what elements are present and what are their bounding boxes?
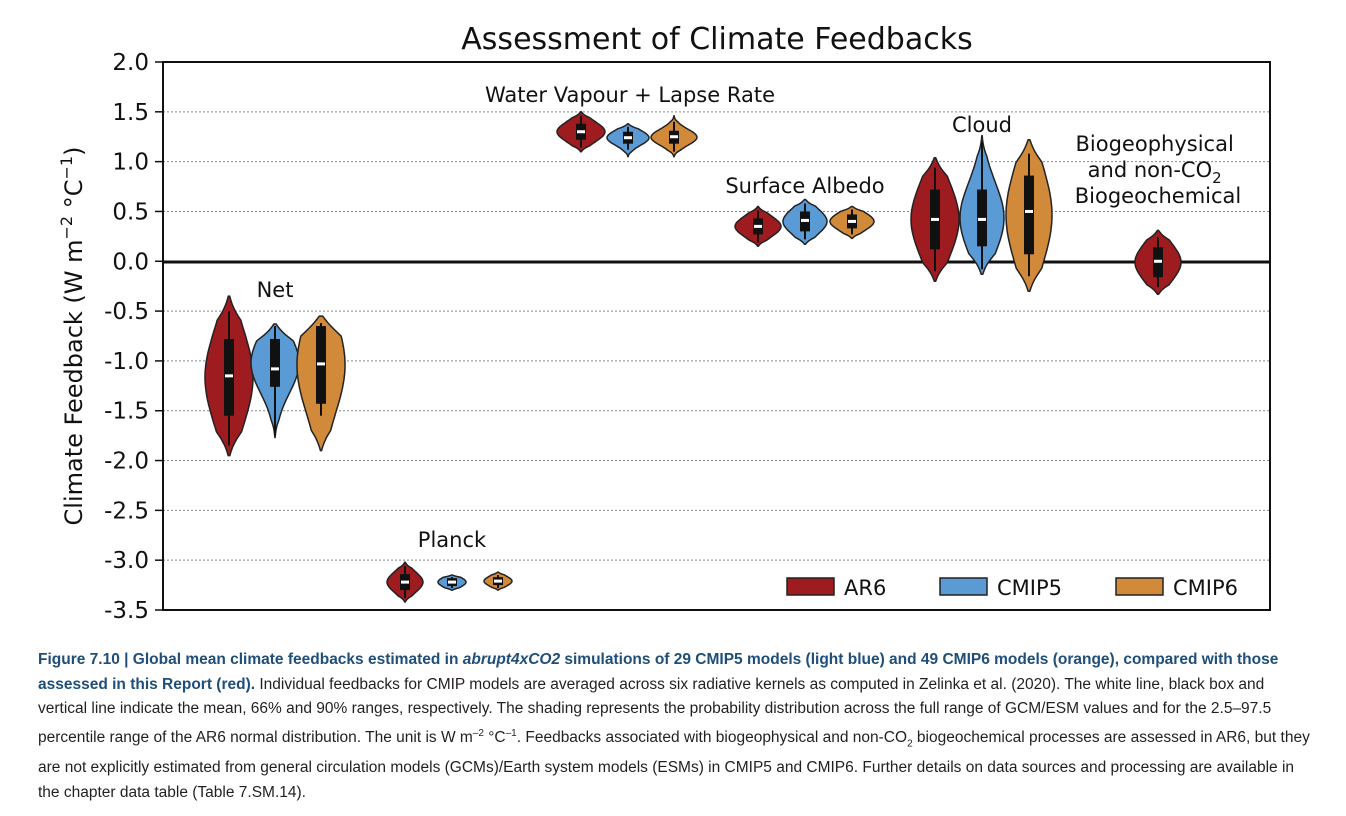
- group-label-biogeo: Biogeophysical and non-CO2 Biogeochemica…: [1075, 132, 1242, 208]
- gridlines: [163, 111, 1270, 561]
- y-tick-label: -3.0: [104, 548, 149, 574]
- y-tick-label: -1.0: [104, 349, 149, 375]
- y-tick-label: -3.5: [104, 598, 149, 624]
- figure-caption: Figure 7.10 | Global mean climate feedba…: [38, 648, 1310, 805]
- box-66-range: [1024, 175, 1034, 255]
- legend-label-cmip5: CMIP5: [997, 576, 1062, 600]
- legend-swatch-ar6: [786, 577, 835, 596]
- caption-bold-italic: abrupt4xCO2: [462, 651, 561, 668]
- caption-body-2: °C: [483, 728, 506, 746]
- mean-line: [494, 579, 502, 583]
- caption-bold-2: simulations of 29 CMIP5 models (light bl…: [38, 651, 1279, 693]
- caption-body-3: . Feedbacks associated with biogeophysic…: [516, 728, 908, 746]
- legend: AR6 CMIP5 CMIP6: [786, 576, 1238, 600]
- mean-line: [670, 135, 678, 139]
- mean-line: [448, 580, 456, 584]
- group-label-cloud: Cloud: [952, 113, 1012, 137]
- y-tick-label: 2.0: [112, 50, 149, 76]
- caption-figure-label: Figure 7.10 |: [38, 651, 133, 668]
- mean-line: [271, 367, 279, 371]
- caption-body-4: biogeochemical processes are assessed in…: [38, 728, 1310, 801]
- legend-label-ar6: AR6: [844, 576, 886, 600]
- y-tick-label: 0.0: [112, 249, 149, 275]
- legend-swatch-cmip6: [1115, 577, 1164, 596]
- chart-title: Assessment of Climate Feedbacks: [461, 22, 972, 57]
- caption-sup-1: –2: [472, 727, 484, 739]
- mean-line: [577, 130, 585, 134]
- mean-line: [1154, 259, 1162, 263]
- mean-line: [754, 224, 762, 228]
- group-label-water-vapour: Water Vapour + Lapse Rate: [485, 83, 775, 107]
- mean-line: [848, 219, 856, 223]
- mean-line: [978, 217, 986, 221]
- group-label-surface-albedo: Surface Albedo: [725, 174, 884, 198]
- mean-line: [801, 218, 809, 222]
- mean-line: [317, 362, 325, 366]
- y-tick-label: 1.5: [112, 100, 149, 126]
- mean-line: [931, 217, 939, 221]
- legend-label-cmip6: CMIP6: [1173, 576, 1238, 600]
- caption-bold-1: Global mean climate feedbacks estimated …: [132, 651, 463, 668]
- y-tick-label: 0.5: [112, 199, 149, 225]
- box-66-range: [270, 338, 280, 387]
- plot-frame: [162, 61, 1271, 611]
- caption-sub-1: 2: [907, 737, 913, 749]
- y-tick-label: -0.5: [104, 299, 149, 325]
- y-axis-label: Climate Feedback (W m−2 °C−1): [57, 147, 88, 526]
- mean-line: [225, 374, 233, 378]
- group-label-net: Net: [257, 278, 294, 302]
- y-tick-label: 1.0: [112, 150, 149, 176]
- y-tick-label: -1.5: [104, 399, 149, 425]
- violin-plots: [204, 111, 1182, 603]
- caption-sup-2: –1: [505, 727, 517, 739]
- mean-line: [624, 136, 632, 140]
- legend-swatch-cmip5: [939, 577, 988, 596]
- y-tick-label: -2.5: [104, 498, 149, 524]
- mean-line: [401, 580, 409, 584]
- violin-chart: Assessment of Climate Feedbacks 2.0 1.5 1.…: [57, 22, 1271, 624]
- mean-line: [1025, 209, 1033, 213]
- y-axis-ticks: 2.0 1.5 1.0 0.5 0.0 -0.5 -1.0 -1.5 -2.0 -2.5 -3.0 -…: [104, 50, 163, 624]
- y-tick-label: -2.0: [104, 449, 149, 475]
- caption-body-1: Individual feedbacks for CMIP models are…: [38, 675, 1272, 746]
- group-label-planck: Planck: [418, 528, 487, 552]
